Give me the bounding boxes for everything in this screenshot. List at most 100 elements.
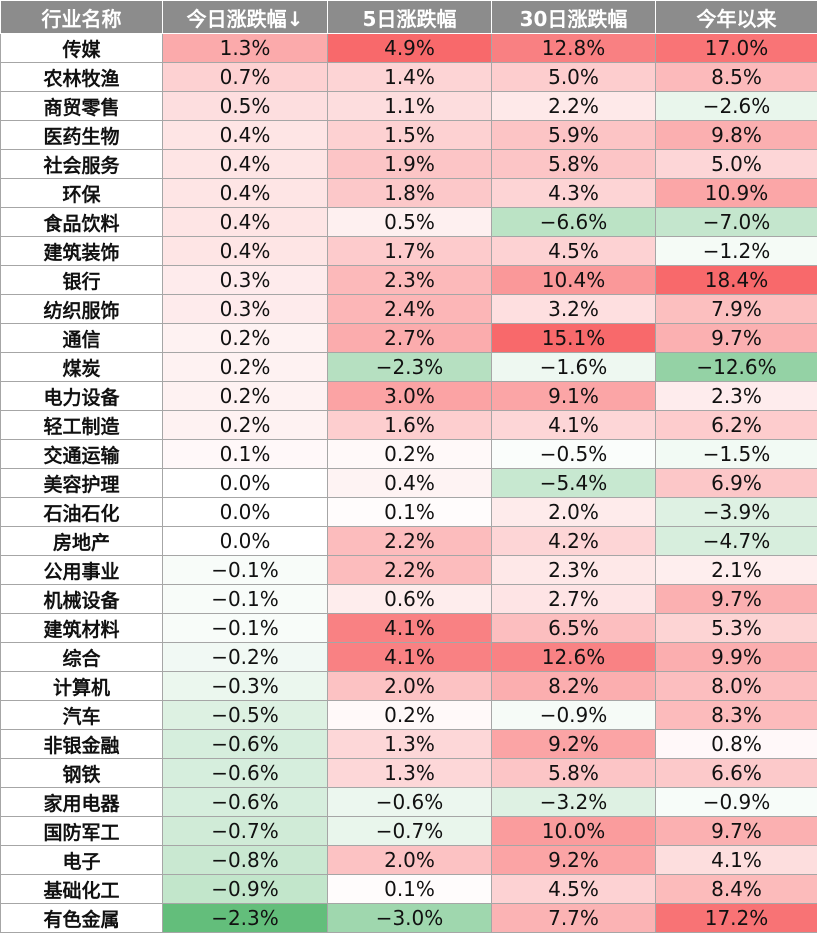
ytd-change-cell: 9.8% [655, 120, 817, 150]
industry-name-cell: 食品饮料 [0, 207, 163, 237]
ytd-change-cell: 17.2% [655, 903, 817, 933]
today-change-cell: 0.4% [162, 178, 328, 208]
30day-change-cell: 2.3% [491, 555, 656, 585]
ytd-change-cell: −1.5% [655, 439, 817, 469]
5day-change-cell: −2.3% [327, 352, 492, 382]
30day-change-cell: 15.1% [491, 323, 656, 353]
table-row: 公用事业 −0.1% 2.2% 2.3% 2.1% [0, 555, 817, 585]
30day-change-cell: 8.2% [491, 671, 656, 701]
ytd-change-cell: 7.9% [655, 294, 817, 324]
5day-change-cell: 4.1% [327, 642, 492, 672]
30day-change-cell: 4.3% [491, 178, 656, 208]
table-row: 房地产 0.0% 2.2% 4.2% −4.7% [0, 526, 817, 556]
industry-name-cell: 有色金属 [0, 903, 163, 933]
30day-change-cell: 4.1% [491, 410, 656, 440]
ytd-change-cell: −4.7% [655, 526, 817, 556]
industry-name-cell: 综合 [0, 642, 163, 672]
table-row: 石油石化 0.0% 0.1% 2.0% −3.9% [0, 497, 817, 527]
today-change-cell: −0.6% [162, 787, 328, 817]
ytd-change-cell: 6.9% [655, 468, 817, 498]
table-row: 国防军工 −0.7% −0.7% 10.0% 9.7% [0, 816, 817, 846]
ytd-change-cell: 8.4% [655, 874, 817, 904]
30day-change-cell: 12.6% [491, 642, 656, 672]
table-row: 社会服务 0.4% 1.9% 5.8% 5.0% [0, 149, 817, 179]
30day-change-cell: 7.7% [491, 903, 656, 933]
ytd-change-cell: 9.7% [655, 323, 817, 353]
5day-change-cell: 4.1% [327, 613, 492, 643]
today-change-cell: 0.4% [162, 236, 328, 266]
ytd-change-cell: 4.1% [655, 845, 817, 875]
today-change-cell: 0.5% [162, 91, 328, 121]
ytd-change-cell: 5.3% [655, 613, 817, 643]
5day-change-cell: 4.9% [327, 33, 492, 63]
5day-change-cell: 2.2% [327, 555, 492, 585]
30day-change-cell: 4.5% [491, 874, 656, 904]
table-row: 纺织服饰 0.3% 2.4% 3.2% 7.9% [0, 294, 817, 324]
industry-name-cell: 建筑装饰 [0, 236, 163, 266]
industry-name-cell: 汽车 [0, 700, 163, 730]
ytd-change-cell: 6.6% [655, 758, 817, 788]
today-change-cell: 0.2% [162, 352, 328, 382]
industry-name-cell: 基础化工 [0, 874, 163, 904]
industry-name-cell: 传媒 [0, 33, 163, 63]
table-row: 有色金属 −2.3% −3.0% 7.7% 17.2% [0, 903, 817, 933]
ytd-change-cell: −0.9% [655, 787, 817, 817]
header-30day-change[interactable]: 30日涨跌幅 [491, 0, 656, 34]
industry-name-cell: 钢铁 [0, 758, 163, 788]
ytd-change-cell: 2.3% [655, 381, 817, 411]
header-industry-name[interactable]: 行业名称 [0, 0, 163, 34]
ytd-change-cell: −7.0% [655, 207, 817, 237]
table-row: 美容护理 0.0% 0.4% −5.4% 6.9% [0, 468, 817, 498]
today-change-cell: −0.1% [162, 555, 328, 585]
30day-change-cell: 9.1% [491, 381, 656, 411]
30day-change-cell: −3.2% [491, 787, 656, 817]
5day-change-cell: −0.6% [327, 787, 492, 817]
table-body: 传媒 1.3% 4.9% 12.8% 17.0% 农林牧渔 0.7% 1.4% 5.0% 8.5%… [0, 33, 817, 933]
30day-change-cell: 3.2% [491, 294, 656, 324]
5day-change-cell: −0.7% [327, 816, 492, 846]
industry-name-cell: 电力设备 [0, 381, 163, 411]
5day-change-cell: 1.8% [327, 178, 492, 208]
today-change-cell: 0.2% [162, 381, 328, 411]
table-row: 商贸零售 0.5% 1.1% 2.2% −2.6% [0, 91, 817, 121]
header-5day-change[interactable]: 5日涨跌幅 [327, 0, 492, 34]
ytd-change-cell: 9.7% [655, 816, 817, 846]
30day-change-cell: 10.0% [491, 816, 656, 846]
ytd-change-cell: 18.4% [655, 265, 817, 295]
header-ytd-change[interactable]: 今年以来 [655, 0, 817, 34]
header-today-change[interactable]: 今日涨跌幅↓ [162, 0, 328, 34]
table-row: 农林牧渔 0.7% 1.4% 5.0% 8.5% [0, 62, 817, 92]
table-row: 传媒 1.3% 4.9% 12.8% 17.0% [0, 33, 817, 63]
table-row: 环保 0.4% 1.8% 4.3% 10.9% [0, 178, 817, 208]
today-change-cell: −0.1% [162, 613, 328, 643]
ytd-change-cell: 8.5% [655, 62, 817, 92]
5day-change-cell: 1.4% [327, 62, 492, 92]
table-row: 家用电器 −0.6% −0.6% −3.2% −0.9% [0, 787, 817, 817]
today-change-cell: 0.0% [162, 468, 328, 498]
5day-change-cell: 0.2% [327, 700, 492, 730]
today-change-cell: 0.2% [162, 323, 328, 353]
table-row: 汽车 −0.5% 0.2% −0.9% 8.3% [0, 700, 817, 730]
industry-name-cell: 轻工制造 [0, 410, 163, 440]
table-row: 基础化工 −0.9% 0.1% 4.5% 8.4% [0, 874, 817, 904]
table-row: 电力设备 0.2% 3.0% 9.1% 2.3% [0, 381, 817, 411]
5day-change-cell: 1.3% [327, 729, 492, 759]
30day-change-cell: −5.4% [491, 468, 656, 498]
today-change-cell: 0.2% [162, 410, 328, 440]
ytd-change-cell: 17.0% [655, 33, 817, 63]
5day-change-cell: 3.0% [327, 381, 492, 411]
industry-name-cell: 通信 [0, 323, 163, 353]
today-change-cell: 0.0% [162, 497, 328, 527]
5day-change-cell: 1.6% [327, 410, 492, 440]
today-change-cell: −0.2% [162, 642, 328, 672]
30day-change-cell: −0.9% [491, 700, 656, 730]
industry-name-cell: 煤炭 [0, 352, 163, 382]
table-row: 轻工制造 0.2% 1.6% 4.1% 6.2% [0, 410, 817, 440]
industry-name-cell: 石油石化 [0, 497, 163, 527]
today-change-cell: −0.6% [162, 758, 328, 788]
5day-change-cell: 0.2% [327, 439, 492, 469]
industry-name-cell: 电子 [0, 845, 163, 875]
ytd-change-cell: 8.0% [655, 671, 817, 701]
table-row: 医药生物 0.4% 1.5% 5.9% 9.8% [0, 120, 817, 150]
industry-name-cell: 纺织服饰 [0, 294, 163, 324]
